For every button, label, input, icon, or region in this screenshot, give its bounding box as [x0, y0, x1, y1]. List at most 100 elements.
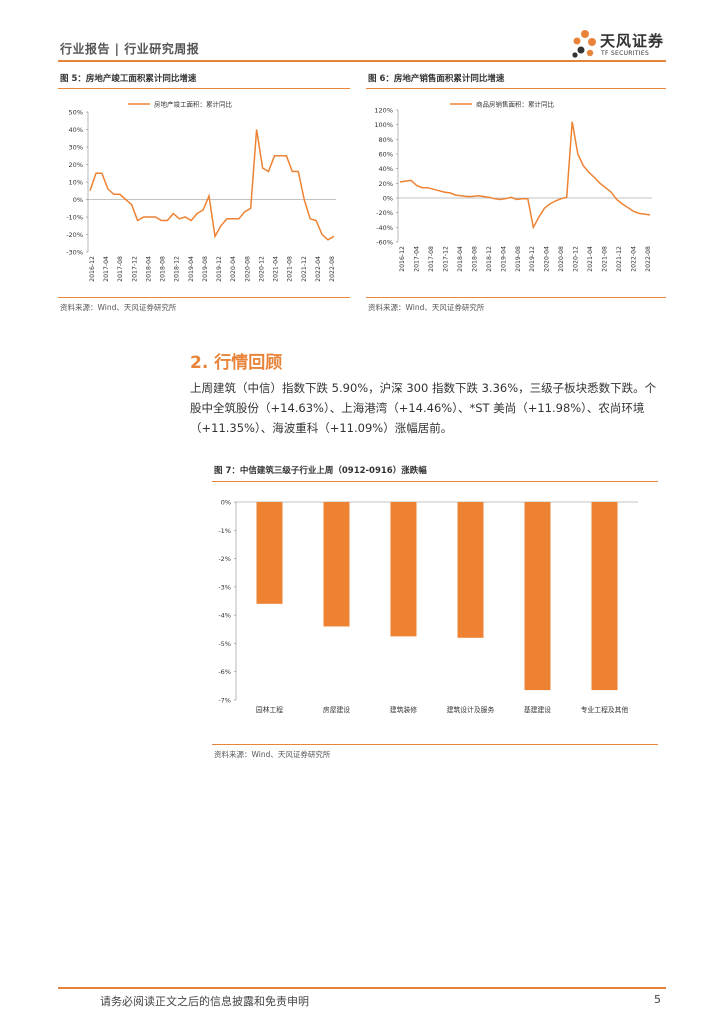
footer-rule: [58, 987, 666, 989]
x-tick-label: 2021-12: [301, 256, 308, 282]
figure6-line-chart: 120% 100% 80% 60% 40% 20% 0% -20% -40% -60% 2016-1…: [374, 100, 652, 272]
logo-subtext: TF SECURITIES: [601, 50, 650, 57]
x-category-label: 专业工程及其他: [581, 705, 629, 714]
x-tick-label: 2020-12: [258, 256, 265, 282]
y-tick-label: -1%: [218, 527, 231, 535]
figure5-top-rule: [58, 88, 350, 89]
x-tick-label: 2018-04: [145, 256, 152, 282]
figure7-source: 资料来源：Wind、天风证券研究所: [214, 750, 331, 759]
y-tick-label: -6%: [218, 668, 231, 676]
y-tick-label: 10%: [69, 179, 83, 187]
figure6-title: 图 6：房地产销售面积累计同比增速: [368, 74, 505, 84]
y-tick-label: 0%: [221, 499, 231, 507]
x-tick-label: 2020-08: [558, 246, 565, 272]
x-tick-label: 2017-12: [442, 246, 449, 272]
y-tick-label: 40%: [69, 126, 83, 134]
x-tick-label: 2016-12: [89, 256, 96, 282]
y-tick-label: -20%: [66, 231, 83, 239]
y-tick-label: -4%: [218, 612, 231, 620]
figure7-bar-chart: 0% -1% -2% -3% -4% -5% -6% -7% 园林工程 房屋建设 建筑装修 建筑设计及…: [218, 499, 638, 714]
x-category-label: 建筑装修: [390, 705, 417, 714]
x-tick-label: 2019-04: [500, 246, 507, 272]
x-tick-label: 2017-04: [103, 256, 110, 282]
x-category-label: 房屋建设: [323, 705, 350, 714]
x-category-label: 基建建设: [524, 705, 551, 714]
x-tick-label: 2021-04: [273, 256, 280, 282]
x-tick-label: 2017-12: [131, 256, 138, 282]
bar: [390, 502, 417, 637]
y-tick-label: 20%: [379, 180, 393, 188]
x-tick-label: 2020-12: [573, 246, 580, 272]
legend-label: 商品房销售面积：累计同比: [476, 100, 555, 109]
x-tick-label: 2018-12: [486, 246, 493, 272]
y-tick-label: 0%: [73, 196, 83, 204]
figure5-title: 图 5：房地产竣工面积累计同比增速: [60, 74, 197, 84]
bar: [524, 502, 551, 691]
x-tick-label: 2019-08: [202, 256, 209, 282]
bar: [457, 502, 484, 638]
y-tick-label: 80%: [379, 136, 393, 144]
y-tick-label: 30%: [69, 144, 83, 152]
bar: [256, 502, 283, 604]
figure5-line-chart: 50% 40% 30% 20% 10% 0% -10% -20% -30% 2016-12 2017…: [66, 100, 336, 282]
x-tick-label: 2019-04: [188, 256, 195, 282]
y-tick-label: 50%: [69, 109, 83, 117]
footer-disclaimer: 请务必阅读正文之后的信息披露和免责申明: [100, 995, 309, 1008]
series-line: [89, 129, 335, 241]
x-tick-label: 2022-08: [329, 256, 336, 282]
bar: [591, 502, 618, 691]
y-tick-label: 20%: [69, 161, 83, 169]
page-number: 5: [654, 993, 661, 1006]
section-paragraph: 上周建筑（中信）指数下跌 5.90%，沪深 300 指数下跌 3.36%，三级子…: [190, 381, 657, 435]
logo-mark-icon: [572, 30, 596, 58]
x-tick-label: 2019-08: [515, 246, 522, 272]
brand-logo: 天风证券 TF SECURITIES: [570, 28, 670, 62]
x-tick-label: 2021-08: [287, 256, 294, 282]
x-tick-label: 2021-08: [602, 246, 609, 272]
figure6-bottom-rule: [366, 297, 666, 298]
x-tick-label: 2022-04: [631, 246, 638, 272]
y-tick-label: -40%: [376, 224, 393, 232]
x-tick-label: 2020-04: [544, 246, 551, 272]
legend-label: 房地产竣工面积：累计同比: [154, 100, 233, 109]
section-title: 2. 行情回顾: [190, 353, 283, 373]
x-tick-label: 2017-08: [117, 256, 124, 282]
bar: [323, 502, 350, 627]
y-tick-label: -2%: [218, 555, 231, 563]
y-tick-label: -30%: [66, 249, 83, 257]
x-tick-label: 2018-08: [471, 246, 478, 272]
figure5-source: 资料来源：Wind、天风证券研究所: [60, 303, 177, 312]
x-tick-label: 2017-08: [428, 246, 435, 272]
x-category-label: 园林工程: [256, 705, 283, 714]
x-tick-label: 2018-04: [457, 246, 464, 272]
x-tick-label: 2020-08: [244, 256, 251, 282]
figure5-bottom-rule: [58, 297, 350, 298]
header-rule: [58, 60, 666, 62]
y-tick-label: 100%: [374, 121, 393, 129]
figure7-title: 图 7：中信建筑三级子行业上周（0912-0916）涨跌幅: [214, 466, 427, 476]
figure6-source: 资料来源：Wind、天风证券研究所: [368, 303, 485, 312]
figure7-bottom-rule: [212, 744, 658, 745]
y-tick-label: 40%: [379, 165, 393, 173]
x-tick-label: 2021-04: [587, 246, 594, 272]
y-tick-label: 0%: [383, 195, 393, 203]
series-line: [399, 121, 651, 230]
x-tick-label: 2020-04: [230, 256, 237, 282]
x-tick-label: 2022-08: [645, 246, 652, 272]
x-tick-label: 2018-12: [174, 256, 181, 282]
y-tick-label: 60%: [379, 151, 393, 159]
y-tick-label: -60%: [376, 239, 393, 247]
figure7-top-rule: [212, 481, 658, 482]
y-tick-label: -5%: [218, 640, 231, 648]
x-tick-label: 2021-12: [616, 246, 623, 272]
y-tick-label: 120%: [374, 107, 393, 115]
figure6-top-rule: [366, 88, 666, 89]
x-tick-label: 2017-04: [413, 246, 420, 272]
y-tick-label: -10%: [66, 214, 83, 222]
logo-text: 天风证券: [600, 32, 665, 50]
x-tick-label: 2018-08: [160, 256, 167, 282]
x-tick-label: 2016-12: [399, 246, 406, 272]
y-tick-label: -20%: [376, 209, 393, 217]
breadcrumb: 行业报告 | 行业研究周报: [60, 42, 200, 56]
x-tick-label: 2022-04: [315, 256, 322, 282]
